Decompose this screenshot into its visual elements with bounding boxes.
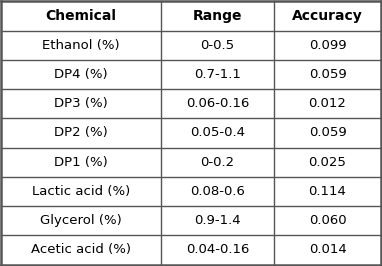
- Text: DP4 (%): DP4 (%): [54, 68, 108, 81]
- Text: Accuracy: Accuracy: [292, 9, 363, 23]
- Text: 0.025: 0.025: [309, 156, 346, 169]
- Text: 0.060: 0.060: [309, 214, 346, 227]
- Text: Acetic acid (%): Acetic acid (%): [31, 243, 131, 256]
- Text: 0.9-1.4: 0.9-1.4: [194, 214, 241, 227]
- Text: DP2 (%): DP2 (%): [54, 127, 108, 139]
- Text: Glycerol (%): Glycerol (%): [40, 214, 122, 227]
- Text: 0.06-0.16: 0.06-0.16: [186, 97, 249, 110]
- Text: 0.059: 0.059: [309, 127, 346, 139]
- Text: 0.05-0.4: 0.05-0.4: [190, 127, 245, 139]
- Text: 0.04-0.16: 0.04-0.16: [186, 243, 249, 256]
- Text: Ethanol (%): Ethanol (%): [42, 39, 120, 52]
- Text: 0.7-1.1: 0.7-1.1: [194, 68, 241, 81]
- Text: 0.114: 0.114: [309, 185, 346, 198]
- Text: DP3 (%): DP3 (%): [54, 97, 108, 110]
- Text: 0.099: 0.099: [309, 39, 346, 52]
- Text: 0.014: 0.014: [309, 243, 346, 256]
- Text: 0.012: 0.012: [309, 97, 346, 110]
- Text: 0.059: 0.059: [309, 68, 346, 81]
- Text: 0-0.5: 0-0.5: [201, 39, 235, 52]
- Text: 0-0.2: 0-0.2: [201, 156, 235, 169]
- Text: 0.08-0.6: 0.08-0.6: [190, 185, 245, 198]
- Text: DP1 (%): DP1 (%): [54, 156, 108, 169]
- Text: Lactic acid (%): Lactic acid (%): [32, 185, 130, 198]
- Text: Range: Range: [193, 9, 242, 23]
- Text: Chemical: Chemical: [45, 9, 117, 23]
